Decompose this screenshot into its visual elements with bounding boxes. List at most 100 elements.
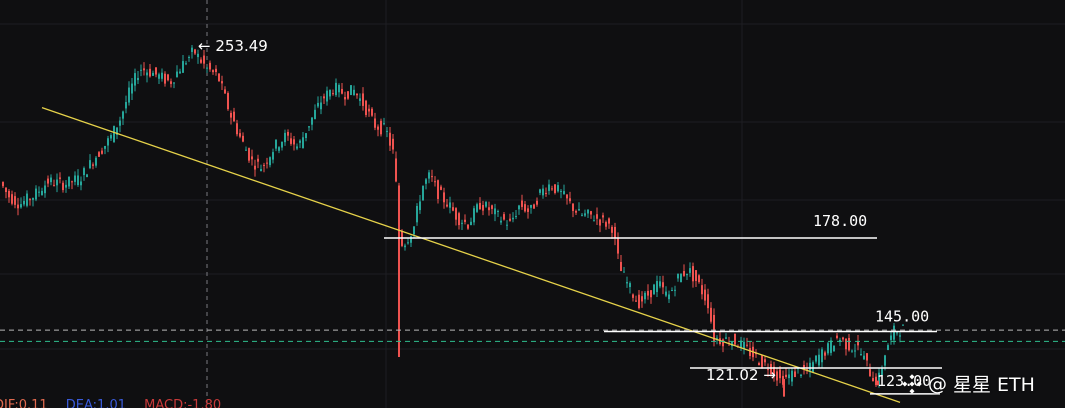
candle-body xyxy=(647,290,649,296)
dea-value: DEA:1.01 xyxy=(65,398,126,408)
candle-body xyxy=(44,185,46,194)
candle-body xyxy=(437,180,439,199)
candle-body xyxy=(74,175,76,182)
candle-body xyxy=(530,205,532,208)
candle-body xyxy=(857,341,859,346)
candle-body xyxy=(704,289,706,301)
candle-body xyxy=(122,111,124,119)
candle-body xyxy=(152,72,154,76)
candle-body xyxy=(359,98,361,101)
candle-body xyxy=(206,67,208,69)
candle-body xyxy=(533,204,535,209)
candle-body xyxy=(47,178,49,184)
dif-value: DIF:0.11 xyxy=(0,398,48,408)
high-price-label: ← 253.49 xyxy=(198,37,268,55)
candle-body xyxy=(674,289,676,291)
level-label-178.00: 178.00 xyxy=(813,212,867,230)
candle-body xyxy=(323,96,325,99)
candle-body xyxy=(872,378,874,382)
candle-body xyxy=(128,87,130,103)
candle-body xyxy=(611,226,613,233)
candle-body xyxy=(800,374,802,377)
candle-body xyxy=(527,208,529,212)
candle-body xyxy=(221,81,223,84)
candle-body xyxy=(350,85,352,95)
candle-body xyxy=(500,220,502,223)
candle-body xyxy=(269,157,271,166)
candle-body xyxy=(35,188,37,200)
candle-body xyxy=(710,307,712,322)
candle-body xyxy=(662,282,664,288)
candle-body xyxy=(791,370,793,382)
candle-body xyxy=(698,275,700,283)
candle-body xyxy=(296,146,298,149)
candle-body xyxy=(191,47,193,52)
candle-body xyxy=(524,204,526,212)
candle-body xyxy=(875,376,877,386)
candle-body xyxy=(650,290,652,298)
candle-body xyxy=(329,89,331,97)
candle-body xyxy=(263,164,265,166)
binance-logo-icon xyxy=(902,373,922,394)
candle-body xyxy=(113,126,115,143)
candle-body xyxy=(242,135,244,142)
candle-body xyxy=(881,367,883,376)
candle-body xyxy=(722,339,724,347)
candle-body xyxy=(890,335,892,340)
candle-body xyxy=(167,74,169,81)
candle-body xyxy=(770,363,772,375)
candle-body xyxy=(578,209,580,211)
candle-body xyxy=(95,157,97,166)
candle-body xyxy=(215,68,217,72)
candle-body xyxy=(80,181,82,186)
candle-body xyxy=(689,268,691,273)
candle-body xyxy=(143,68,145,71)
candle-body xyxy=(581,214,583,216)
candle-body xyxy=(830,340,832,353)
candle-body xyxy=(290,138,292,144)
candle-body xyxy=(161,72,163,79)
candle-body xyxy=(446,204,448,207)
candle-body xyxy=(557,185,559,192)
candle-body xyxy=(257,158,259,162)
candle-body xyxy=(332,93,334,95)
candle-body xyxy=(623,271,625,273)
candle-body xyxy=(680,273,682,283)
candle-body xyxy=(590,211,592,215)
candle-body xyxy=(38,191,40,193)
candle-body xyxy=(899,335,901,337)
candle-body xyxy=(725,337,727,339)
candle-body xyxy=(317,102,319,107)
candle-body xyxy=(839,339,841,342)
candle-body xyxy=(842,337,844,340)
candle-body xyxy=(758,362,760,366)
candle-body xyxy=(416,206,418,223)
candle-body xyxy=(380,120,382,135)
candle-body xyxy=(641,296,643,302)
candle-body xyxy=(509,218,511,221)
candle-body xyxy=(203,55,205,64)
candle-body xyxy=(302,137,304,149)
candle-body xyxy=(383,123,385,125)
candle-body xyxy=(455,208,457,220)
candle-body xyxy=(878,372,880,385)
candle-body xyxy=(59,177,61,179)
candle-body xyxy=(155,67,157,75)
candle-body xyxy=(425,179,427,184)
candle-body xyxy=(440,186,442,190)
candle-body xyxy=(11,194,13,204)
candle-body xyxy=(548,184,550,191)
candle-body xyxy=(776,371,778,381)
candle-body xyxy=(212,70,214,73)
candle-body xyxy=(197,53,199,58)
candle-body xyxy=(854,350,856,352)
candle-body xyxy=(788,374,790,379)
candles xyxy=(2,44,904,397)
candle-body xyxy=(53,184,55,186)
candle-body xyxy=(845,338,847,350)
candle-body xyxy=(56,179,58,186)
candle-body xyxy=(452,207,454,211)
candle-body xyxy=(326,90,328,102)
candle-body xyxy=(305,133,307,139)
